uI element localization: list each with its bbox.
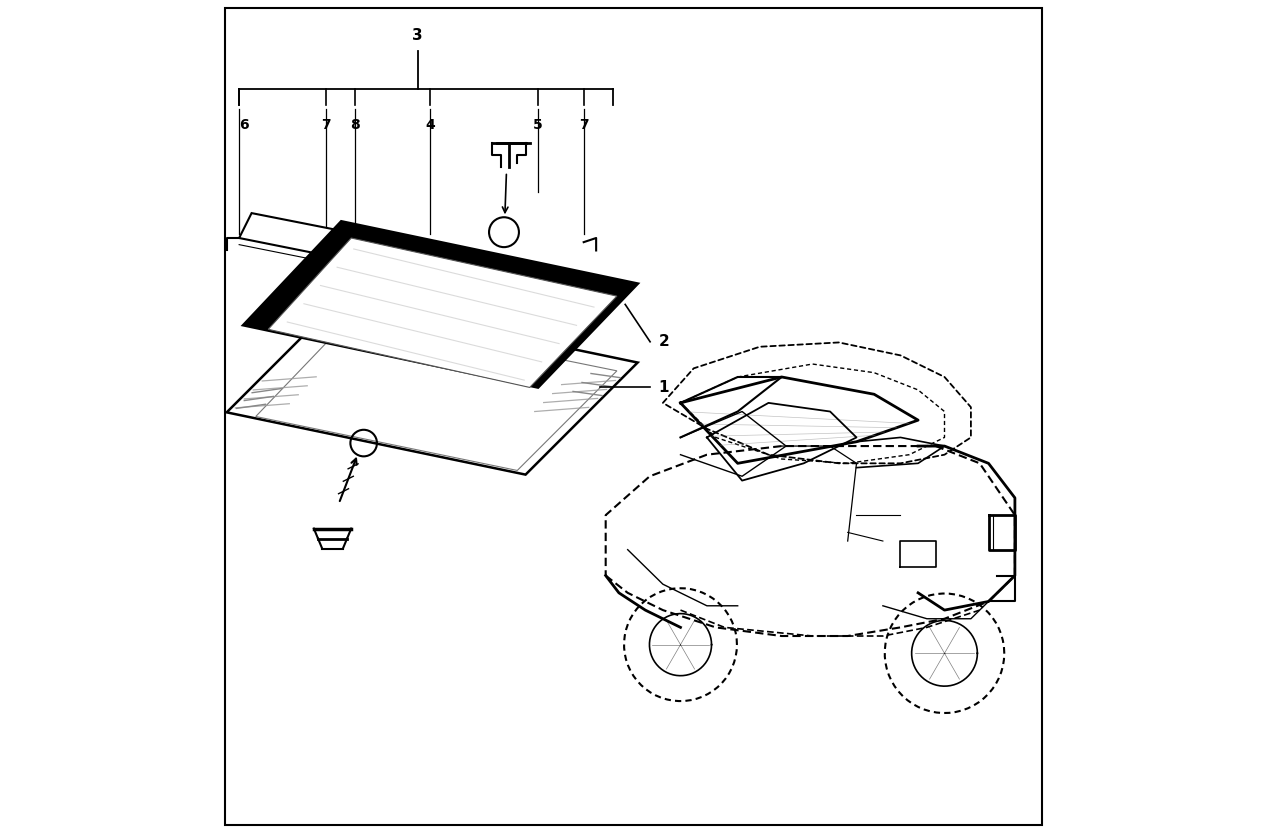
- Polygon shape: [239, 213, 546, 296]
- Polygon shape: [243, 222, 637, 387]
- Text: 7: 7: [579, 117, 588, 132]
- Text: 8: 8: [351, 117, 360, 132]
- Polygon shape: [269, 238, 617, 387]
- Text: 4: 4: [426, 117, 435, 132]
- Text: 5: 5: [533, 117, 542, 132]
- Text: 6: 6: [239, 117, 248, 132]
- Text: 3: 3: [412, 27, 423, 43]
- Text: 2: 2: [659, 334, 669, 349]
- Polygon shape: [227, 300, 637, 475]
- Text: 1: 1: [659, 380, 669, 395]
- Text: 7: 7: [322, 117, 331, 132]
